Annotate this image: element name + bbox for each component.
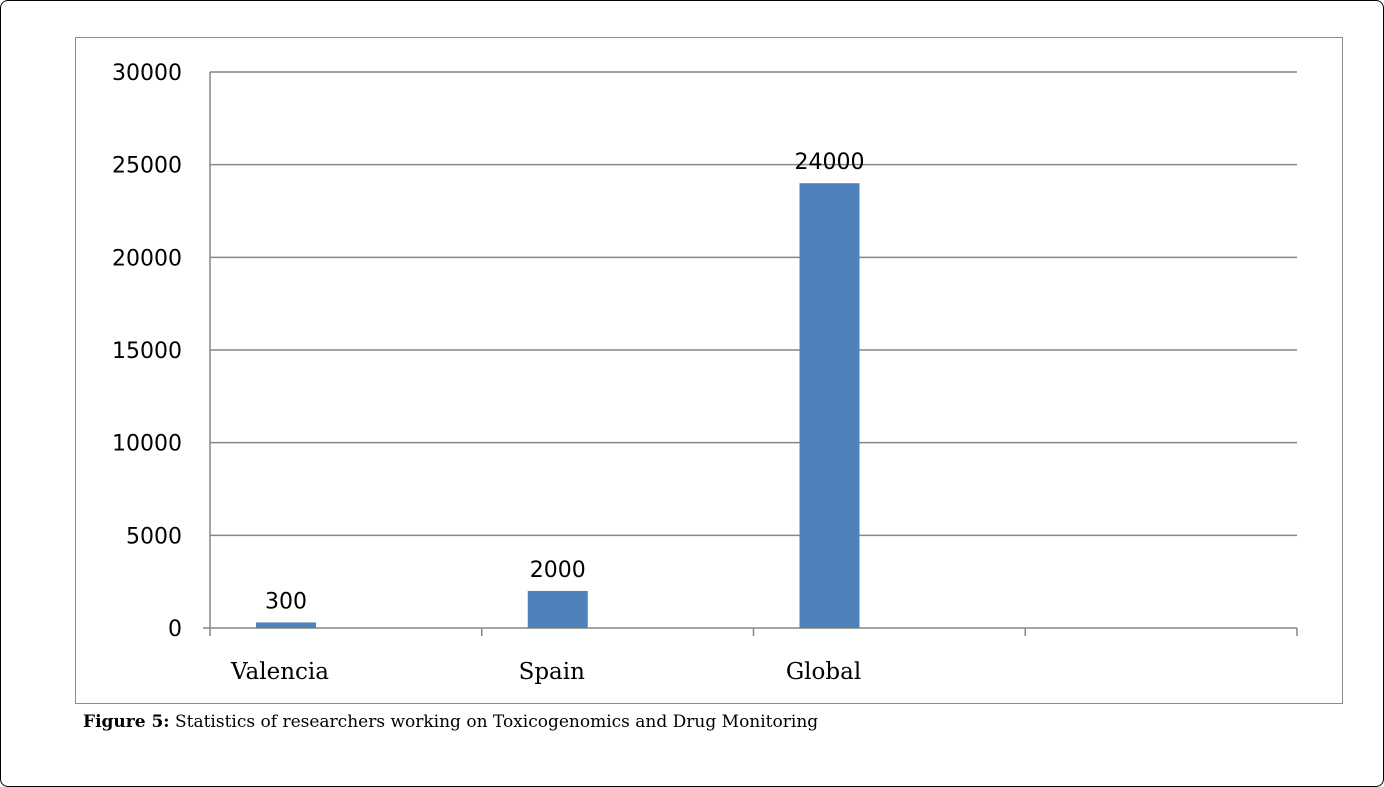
y-tick-label: 30000 <box>112 61 182 86</box>
caption-label: Figure 5: <box>83 712 170 732</box>
x-tick-label: Global <box>786 659 861 685</box>
y-tick-label: 25000 <box>112 154 182 179</box>
bar-valencia <box>256 622 316 628</box>
bar-chart: 0 5000 10000 15000 20000 25000 30000 300 Valenci… <box>112 61 1298 685</box>
data-label: 24000 <box>795 150 865 175</box>
chart-frame: 0 5000 10000 15000 20000 25000 30000 300 Valenci… <box>75 37 1343 704</box>
x-tick-label: Spain <box>519 659 586 685</box>
x-tick-label: Valencia <box>230 659 329 685</box>
y-tick-label: 5000 <box>126 524 182 549</box>
y-tick-label: 0 <box>168 617 182 642</box>
y-tick-label: 15000 <box>112 339 182 364</box>
bar-spain <box>527 590 588 628</box>
data-label: 2000 <box>530 558 586 583</box>
figure-caption: Figure 5: Statistics of researchers work… <box>83 712 818 732</box>
y-tick-label: 20000 <box>112 246 182 271</box>
bar-global <box>799 183 860 628</box>
y-tick-label: 10000 <box>112 432 182 457</box>
caption-text: Statistics of researchers working on Tox… <box>174 712 819 732</box>
data-label: 300 <box>265 589 307 614</box>
